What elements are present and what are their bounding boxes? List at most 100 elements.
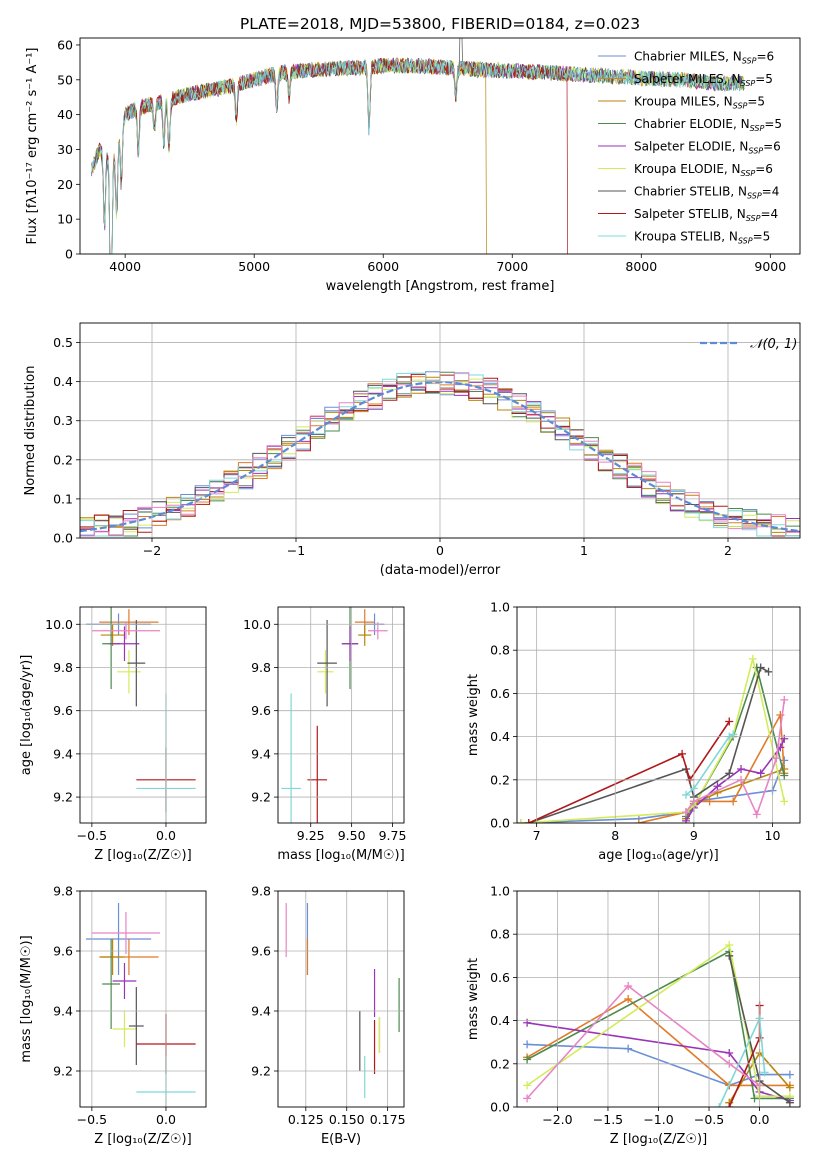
x-tick-label: 1 <box>580 543 588 558</box>
x-tick-label: 9.25 <box>297 828 325 843</box>
x-tick-label: 8000 <box>625 259 657 274</box>
axes-frame <box>277 606 405 824</box>
x-tick-label: 9 <box>690 828 698 843</box>
y-tick-label: 9.6 <box>53 703 73 718</box>
x-tick-label: 7 <box>533 828 541 843</box>
legend-entry: Chabrier ELODIE, NSSP=5 <box>634 117 782 133</box>
y-tick-label: 10.0 <box>45 617 73 632</box>
weight-marker <box>725 717 734 726</box>
plot-area <box>281 607 388 823</box>
weight-marker <box>780 797 789 806</box>
y-tick-label: 0.4 <box>490 1013 510 1028</box>
x-tick-label: 9.75 <box>379 828 407 843</box>
axes-frame <box>516 606 801 824</box>
y-tick-label: 0.0 <box>490 816 510 831</box>
x-axis-label: (data-model)/error <box>380 563 501 578</box>
x-tick-label: 10 <box>765 828 781 843</box>
weight-line <box>528 666 769 823</box>
weight-marker <box>729 730 738 739</box>
y-tick-label: 0.0 <box>490 1100 510 1115</box>
weight-line <box>526 984 761 1099</box>
weight-marker <box>756 769 765 778</box>
y-tick-label: 0.6 <box>490 970 510 985</box>
weight-marker <box>624 982 633 991</box>
legend: Chabrier MILES, NSSP=6 Salpeter MILES, NS… <box>598 50 782 246</box>
x-tick-label: −1.0 <box>643 1112 673 1127</box>
weight-marker <box>624 995 633 1003</box>
y-tick-label: 60 <box>57 37 73 52</box>
weight-line <box>520 658 786 823</box>
x-tick-label: 2 <box>724 543 732 558</box>
axes-frame <box>79 606 207 824</box>
weight-marker <box>523 1040 532 1049</box>
x-tick-label: −0.5 <box>694 1112 724 1127</box>
x-tick-label: 0.0 <box>156 828 176 843</box>
weight-marker <box>523 1094 532 1103</box>
legend-entry: Kroupa ELODIE, NSSP=6 <box>634 162 773 178</box>
x-tick-label: 0.0 <box>156 1112 176 1127</box>
legend-entry: 𝒩(0, 1) <box>750 337 797 352</box>
panel-ebv-mass: 0.125 0.150 0.175 9.2 9.4 9.6 9.8 E(B-V) <box>251 884 405 1148</box>
x-tick-label: 6000 <box>367 259 399 274</box>
y-tick-label: 20 <box>57 177 73 192</box>
x-tick-label: −0.5 <box>77 1112 107 1127</box>
panel-z-weight: −2.0 −1.5 −1.0 −0.5 0.0 0.0 0.2 0.4 0.6 0.8 1.0 Z [… <box>466 884 801 1147</box>
weight-marker <box>750 1094 759 1103</box>
weight-marker <box>682 816 691 823</box>
x-axis-label: E(B-V) <box>321 1132 361 1147</box>
axes-frame <box>277 890 405 1108</box>
y-tick-label: 9.8 <box>251 884 271 899</box>
y-tick-label: 9.6 <box>53 944 73 959</box>
y-tick-label: 0.4 <box>490 729 510 744</box>
x-tick-label: −1.5 <box>593 1112 623 1127</box>
panel-age-weight: 7 8 9 10 0.0 0.2 0.4 0.6 0.8 1.0 age [log₁₀(age/yr… <box>466 600 801 863</box>
x-tick-label: 0.150 <box>329 1112 365 1127</box>
weight-line <box>526 950 790 1100</box>
y-tick-label: 9.2 <box>53 790 73 805</box>
y-tick-label: 0.3 <box>53 413 73 428</box>
axes-frame <box>79 322 801 539</box>
x-tick-label: 0 <box>436 543 444 558</box>
figure-title: PLATE=2018, MJD=53800, FIBERID=0184, z=0… <box>240 15 640 33</box>
weight-marker <box>725 951 734 960</box>
y-axis-label: Flux [fλ10⁻¹⁷ erg cm⁻² s⁻¹ A⁻¹] <box>25 48 40 245</box>
weight-line <box>528 721 730 823</box>
x-tick-label: −0.5 <box>77 828 107 843</box>
weight-marker <box>752 810 761 819</box>
axes-frame <box>516 890 801 1108</box>
weight-marker <box>682 790 691 799</box>
plot-area <box>85 903 196 1107</box>
x-axis-label: Z [log₁₀(Z/Z☉)] <box>610 1132 707 1147</box>
y-tick-label: 9.8 <box>53 660 73 675</box>
legend-entry: Chabrier STELIB, NSSP=4 <box>634 185 779 201</box>
y-tick-label: 0.0 <box>53 531 73 546</box>
y-axis-label: mass weight <box>466 674 481 756</box>
spectrum-line <box>91 57 569 254</box>
plot-area <box>91 38 745 254</box>
legend-entry: Kroupa MILES, NSSP=5 <box>634 95 765 111</box>
y-tick-label: 0.5 <box>53 335 73 350</box>
y-tick-label: 30 <box>57 142 73 157</box>
legend-entry: Salpeter MILES, NSSP=5 <box>634 72 773 88</box>
legend-entry: Kroupa STELIB, NSSP=5 <box>634 230 770 246</box>
y-tick-label: 0.8 <box>490 643 510 658</box>
axes-frame <box>79 37 801 255</box>
x-tick-label: −1 <box>287 543 305 558</box>
panel-residuals: −2 −1 0 1 2 0.0 0.1 0.2 0.3 0.4 0.5 (data-model)/er… <box>23 322 801 578</box>
y-tick-label: 10 <box>57 212 73 227</box>
x-tick-label: 8 <box>611 828 619 843</box>
x-tick-label: 4000 <box>109 259 141 274</box>
x-tick-label: 9000 <box>754 259 786 274</box>
weight-line <box>718 1015 766 1107</box>
y-tick-label: 0.1 <box>53 491 73 506</box>
weight-marker <box>756 663 765 672</box>
weight-line <box>685 733 734 796</box>
weight-marker <box>780 695 789 704</box>
panel-mass-age: 9.25 9.50 9.75 9.2 9.4 9.6 9.8 10.0 mass [log₁₀(… <box>243 606 407 863</box>
weight-marker <box>682 808 691 817</box>
weight-marker <box>785 1070 794 1079</box>
y-tick-label: 0.2 <box>490 772 510 787</box>
weight-marker <box>634 819 643 823</box>
weight-marker <box>523 1018 532 1027</box>
